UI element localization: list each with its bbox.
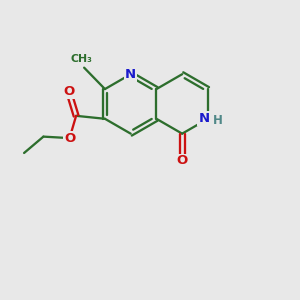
Text: N: N (125, 68, 136, 81)
Text: CH₃: CH₃ (71, 54, 93, 64)
Text: O: O (176, 154, 188, 167)
Text: O: O (64, 132, 75, 145)
Text: H: H (213, 114, 223, 128)
Text: O: O (63, 85, 74, 98)
Text: N: N (198, 112, 209, 125)
